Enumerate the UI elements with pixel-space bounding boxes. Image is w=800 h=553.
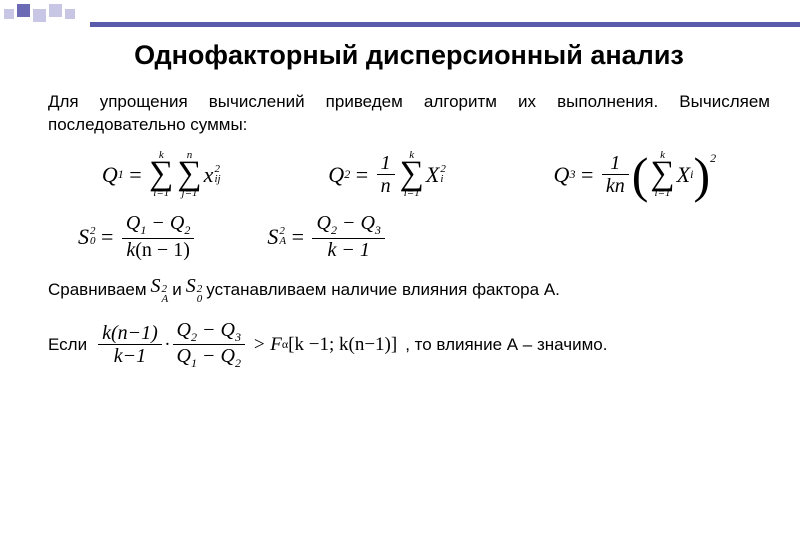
equation-row-s: S20 = Q1 − Q2 k(n − 1) S2A = Q2 − Q3 k −… xyxy=(48,212,770,260)
decor-square xyxy=(17,4,30,17)
eq-q1: Q1 = k∑i=1 n∑j=1 x2ij xyxy=(102,151,221,199)
eq-q2: Q2 = 1n k∑i=1 X2i xyxy=(328,151,446,199)
compare-line: Сравниваем S2A и S20 устанавливаем налич… xyxy=(48,275,770,305)
s0-symbol: S20 xyxy=(186,275,203,305)
compare-post: устанавливаем наличие влияния фактора А. xyxy=(206,280,560,300)
inequality: k(n−1)k−1 · Q2 − Q3 Q1 − Q2 > Fα [k −1; … xyxy=(95,319,397,371)
compare-pre: Сравниваем xyxy=(48,280,147,300)
decor-square xyxy=(33,9,46,22)
decor-square xyxy=(49,4,62,17)
eq-q3: Q3 = 1kn ( k∑i=1 Xi ) 2 xyxy=(554,151,717,199)
decor-square xyxy=(65,9,75,19)
then-label: , то влияние А – значимо. xyxy=(405,335,607,355)
header-stripe xyxy=(90,22,800,27)
sa-symbol: S2A xyxy=(151,275,169,305)
equation-row-q: Q1 = k∑i=1 n∑j=1 x2ij Q2 = 1n k∑i=1 X2i … xyxy=(48,151,770,199)
intro-text: Для упрощения вычислений приведем алгори… xyxy=(48,91,770,137)
slide-content: Однофакторный дисперсионный анализ Для у… xyxy=(0,0,800,370)
decor-square xyxy=(4,9,14,19)
page-title: Однофакторный дисперсионный анализ xyxy=(48,40,770,71)
compare-mid: и xyxy=(172,280,182,300)
eq-sa: S2A = Q2 − Q3 k − 1 xyxy=(267,212,388,260)
conclusion-line: Если k(n−1)k−1 · Q2 − Q3 Q1 − Q2 > Fα [k… xyxy=(48,319,770,371)
if-label: Если xyxy=(48,335,87,355)
eq-s0: S20 = Q1 − Q2 k(n − 1) xyxy=(78,212,197,260)
corner-decoration xyxy=(0,0,75,22)
